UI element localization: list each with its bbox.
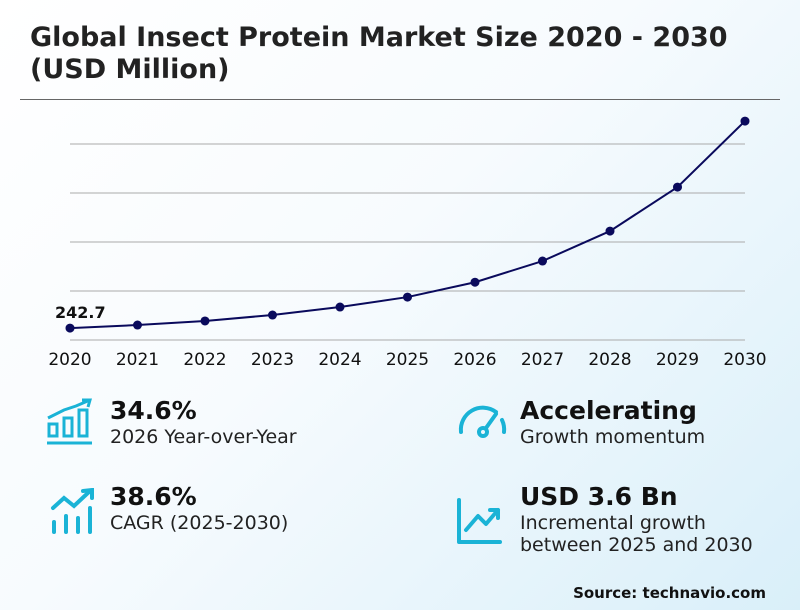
stat-momentum: Accelerating Growth momentum <box>520 396 705 448</box>
x-tick-label: 2025 <box>386 350 429 370</box>
bar-chart-up-icon <box>47 398 92 445</box>
x-tick-label: 2023 <box>251 350 294 370</box>
stat-yoy: 34.6% 2026 Year-over-Year <box>110 396 297 448</box>
data-point <box>200 316 210 326</box>
x-tick-label: 2024 <box>318 350 361 370</box>
data-point <box>65 323 75 333</box>
source-credit: Source: technavio.com <box>573 584 766 602</box>
x-tick-label: 2021 <box>116 350 159 370</box>
stat-label-line-2: between 2025 and 2030 <box>520 534 753 556</box>
stat-label-line-1: Incremental growth <box>520 512 706 534</box>
data-point <box>403 292 412 302</box>
title-line-2: (USD Million) <box>30 54 230 85</box>
trend-bars-icon <box>51 488 94 534</box>
x-tick-label: 2028 <box>588 350 631 370</box>
title-divider <box>20 99 780 100</box>
data-label: 242.7 <box>55 303 106 322</box>
stat-cagr: 38.6% CAGR (2025-2030) <box>110 482 288 534</box>
chart-title: Global Insect Protein Market Size 2020 -… <box>30 22 728 86</box>
data-point <box>133 320 142 330</box>
data-point <box>335 302 345 312</box>
x-tick-label: 2027 <box>521 350 564 370</box>
data-point <box>268 310 277 320</box>
data-point <box>673 182 682 192</box>
x-tick-label: 2029 <box>656 350 699 370</box>
line-chart: 2020 2021 2022 2023 2024 2025 2026 2027 2028 2029… <box>48 116 767 370</box>
line-graph-up-icon <box>457 498 502 544</box>
stat-value: Accelerating <box>520 396 697 425</box>
x-tick-label: 2022 <box>183 350 226 370</box>
data-point <box>740 116 750 126</box>
stat-label: Growth momentum <box>520 426 706 448</box>
stat-value: 34.6% <box>110 396 197 425</box>
stat-value: 38.6% <box>110 482 197 511</box>
x-tick-label: 2020 <box>48 350 91 370</box>
gauge-icon <box>458 405 507 438</box>
x-tick-label: 2030 <box>723 350 766 370</box>
data-point <box>605 226 615 236</box>
stat-label: 2026 Year-over-Year <box>110 426 297 448</box>
stat-label: CAGR (2025-2030) <box>110 512 289 534</box>
data-point <box>470 277 480 287</box>
x-tick-label: 2026 <box>453 350 496 370</box>
title-line-1: Global Insect Protein Market Size 2020 -… <box>30 22 728 53</box>
stat-incremental: USD 3.6 Bn Incremental growth between 20… <box>520 482 753 556</box>
stat-value: USD 3.6 Bn <box>520 482 678 511</box>
data-point <box>538 256 547 266</box>
